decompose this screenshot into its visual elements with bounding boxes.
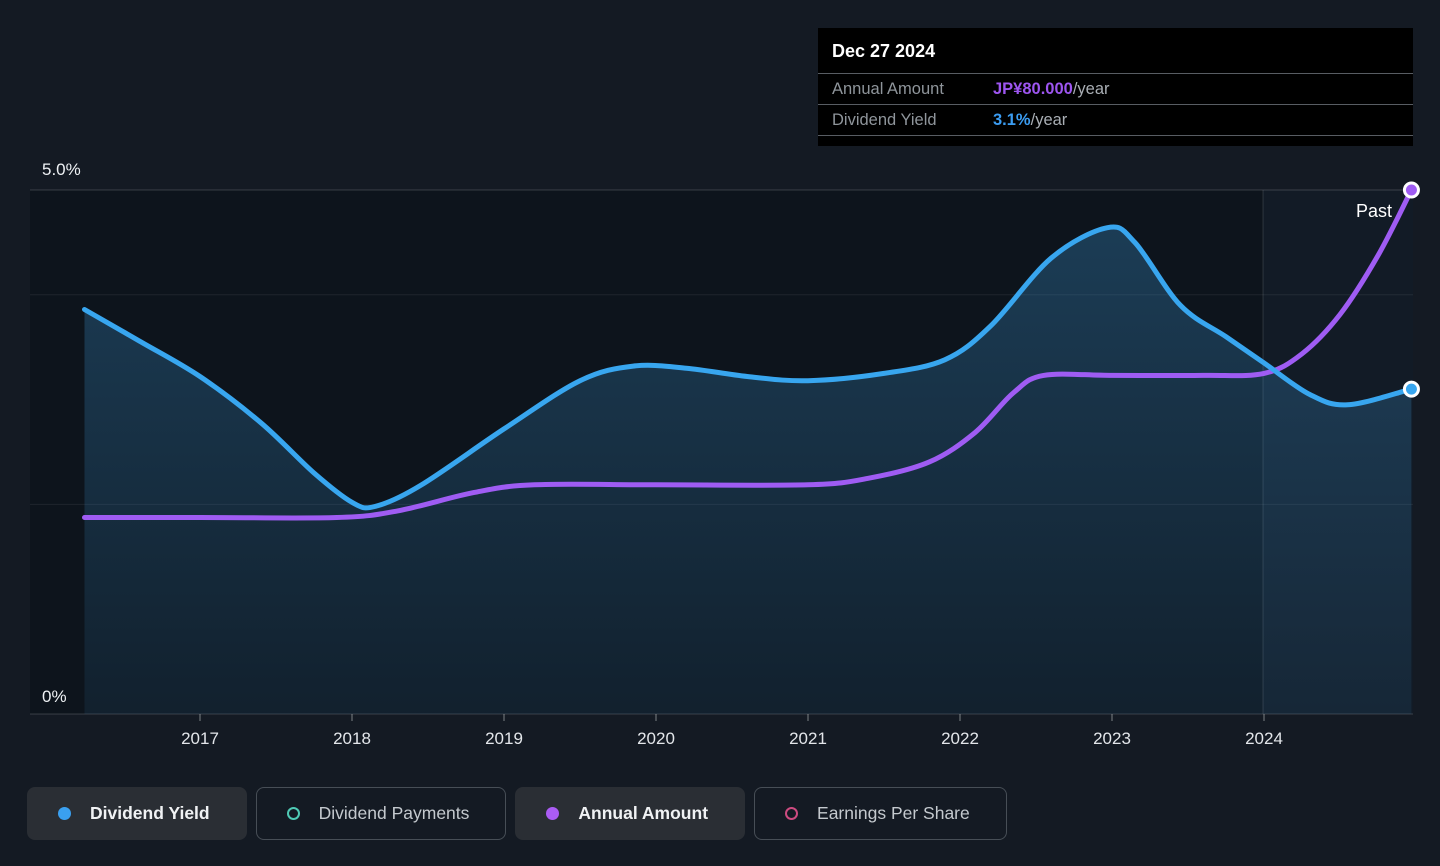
tooltip-row-dividend-yield: Dividend Yield 3.1% /year: [818, 104, 1413, 136]
past-annotation: Past: [1356, 201, 1392, 222]
tooltip-date: Dec 27 2024: [818, 28, 1413, 73]
legend-hollow-circle-icon: [785, 807, 798, 820]
tooltip-value-dividend-yield: 3.1%: [993, 111, 1031, 130]
legend-label: Dividend Payments: [319, 803, 470, 824]
tooltip-label: Annual Amount: [832, 80, 993, 99]
series-legend: Dividend Yield Dividend Payments Annual Am…: [27, 787, 1007, 840]
annual-amount-end-dot[interactable]: [1404, 183, 1418, 197]
x-axis-label-2018: 2018: [333, 729, 371, 749]
legend-label: Dividend Yield: [90, 803, 210, 824]
legend-filled-dot-icon: [546, 807, 559, 820]
legend-toggle-dividend-yield[interactable]: Dividend Yield: [27, 787, 247, 840]
legend-toggle-dividend-payments[interactable]: Dividend Payments: [256, 787, 507, 840]
x-axis-label-2021: 2021: [789, 729, 827, 749]
x-axis-label-2019: 2019: [485, 729, 523, 749]
tooltip-value-annual-amount: JP¥80.000: [993, 80, 1073, 99]
y-axis-label-max: 5.0%: [42, 160, 81, 180]
x-axis-label-2023: 2023: [1093, 729, 1131, 749]
x-axis-label-2024: 2024: [1245, 729, 1283, 749]
tooltip-suffix: /year: [1073, 80, 1110, 99]
tooltip-label: Dividend Yield: [832, 111, 993, 130]
legend-toggle-earnings-per-share[interactable]: Earnings Per Share: [754, 787, 1007, 840]
x-axis-label-2017: 2017: [181, 729, 219, 749]
tooltip-row-annual-amount: Annual Amount JP¥80.000 /year: [818, 73, 1413, 104]
tooltip-suffix: /year: [1031, 111, 1068, 130]
legend-hollow-circle-icon: [287, 807, 300, 820]
x-axis-label-2020: 2020: [637, 729, 675, 749]
x-axis: [200, 714, 1264, 721]
dividend-yield-end-dot[interactable]: [1404, 382, 1418, 396]
legend-label: Earnings Per Share: [817, 803, 970, 824]
y-axis-label-min: 0%: [42, 687, 67, 707]
dividend-history-chart: 5.0% 0% 2017 2018 2019 2020 2021 2022 2023 2024…: [0, 0, 1440, 866]
legend-label: Annual Amount: [578, 803, 708, 824]
x-axis-label-2022: 2022: [941, 729, 979, 749]
legend-filled-dot-icon: [58, 807, 71, 820]
chart-tooltip: Dec 27 2024 Annual Amount JP¥80.000 /yea…: [818, 28, 1413, 146]
legend-toggle-annual-amount[interactable]: Annual Amount: [515, 787, 745, 840]
